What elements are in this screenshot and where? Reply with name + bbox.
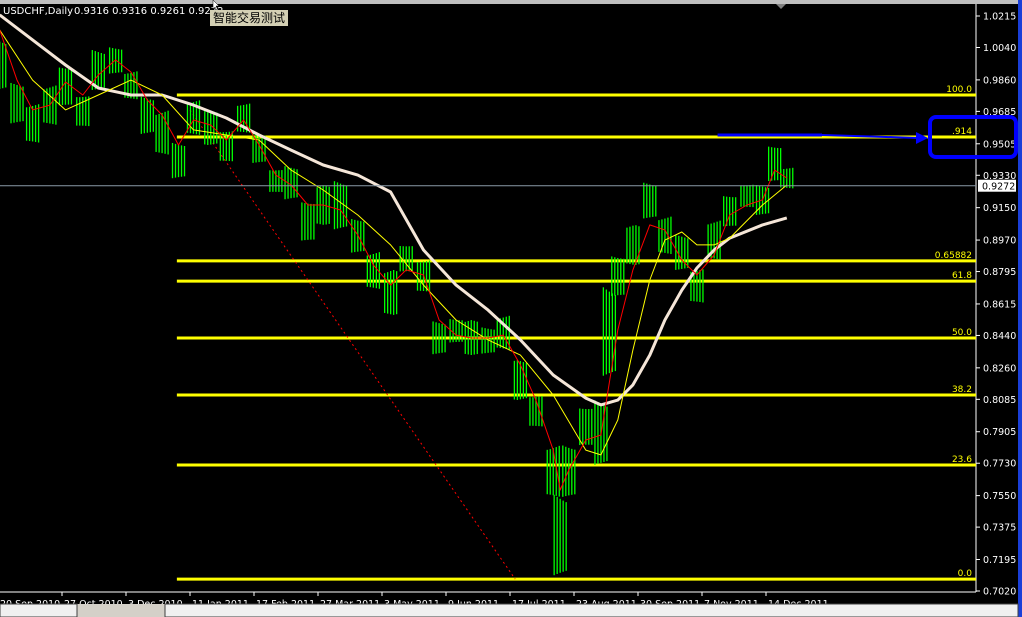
price-tick-label: 0.9505 <box>983 139 1016 150</box>
fib-level-label: 38.2 <box>952 385 972 395</box>
price-bars <box>0 41 794 576</box>
price-tick-label: 1.0040 <box>983 43 1016 54</box>
arrow-head-icon <box>916 131 928 144</box>
fib-trend-line <box>189 109 516 580</box>
moving-average-line <box>0 29 788 456</box>
price-tick-label: 0.7905 <box>983 427 1016 438</box>
annotation-highlight-box <box>928 115 1018 159</box>
price-tick-label: 1.0215 <box>983 12 1016 23</box>
fib-level-label: 50.0 <box>952 328 972 338</box>
moving-average-line <box>0 13 788 407</box>
price-tick-label: 0.8085 <box>983 395 1016 406</box>
fib-level-label: 23.6 <box>952 455 972 465</box>
price-tick-label: 0.8615 <box>983 299 1016 310</box>
tooltip-label: 智能交易测试 <box>210 10 289 26</box>
blue-arrow-annotation[interactable] <box>717 115 1018 159</box>
fib-level-label: 61.8 <box>952 271 972 281</box>
window-right-border <box>1018 0 1022 617</box>
price-tick-label: 0.9685 <box>983 107 1016 118</box>
price-tick-label: 0.7375 <box>983 523 1016 534</box>
fib-level-label: 0.65882 <box>935 251 972 261</box>
price-tick-label: 0.9330 <box>983 171 1016 182</box>
price-tick-label: 0.8795 <box>983 267 1016 278</box>
current-price-value: 0.9272 <box>982 182 1015 193</box>
bottom-tab-left[interactable] <box>0 603 78 617</box>
price-tick-label: 0.7550 <box>983 491 1016 502</box>
price-tick-label: 0.8440 <box>983 331 1016 342</box>
top-frame <box>0 0 1022 4</box>
price-tick-label: 0.7020 <box>983 587 1016 598</box>
price-tick-label: 0.7730 <box>983 459 1016 470</box>
price-tick-label: 0.9860 <box>983 75 1016 86</box>
price-axis[interactable]: 1.0215 1.0040 0.9860 0.9685 0.9505 0.9330 0.91… <box>976 12 1016 598</box>
fib-level-label: 100.0 <box>946 85 972 95</box>
fib-level-label: 0.0 <box>958 569 973 579</box>
fib-level-label: .914 <box>952 127 972 137</box>
chart-symbol-title: USDCHF,Daily <box>3 6 73 17</box>
annotation-arrow-shaft <box>821 133 919 139</box>
chart-shift-marker-icon[interactable] <box>776 4 786 9</box>
current-price-label: 0.9272 <box>978 179 1016 193</box>
price-tick-label: 0.8970 <box>983 236 1016 247</box>
moving-average-line <box>0 29 788 491</box>
fibonacci-retracement[interactable]: 100.0 .914 0.65882 61.8 50.0 38.2 23.6 0.0 <box>176 85 976 581</box>
chart-ohlc-values: 0.9316 0.9316 0.9261 0.9272 <box>74 6 224 17</box>
price-tick-label: 0.7195 <box>983 555 1016 566</box>
moving-averages <box>0 13 788 491</box>
price-tick-label: 0.8260 <box>983 363 1016 374</box>
bottom-tab-right[interactable] <box>164 603 1019 617</box>
price-tick-label: 0.9150 <box>983 203 1016 214</box>
